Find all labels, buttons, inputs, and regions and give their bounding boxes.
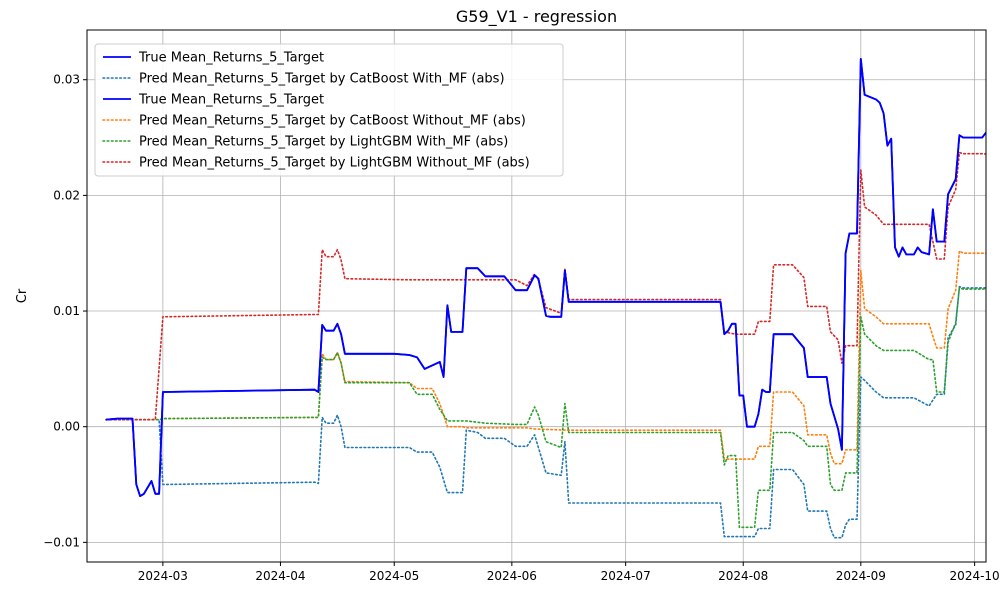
x-tick-label: 2024-08 (718, 569, 768, 583)
legend: True Mean_Returns_5_Target Pred Mean_Retu… (94, 43, 564, 177)
y-axis-label: Cr (15, 288, 30, 303)
series-lines (105, 58, 986, 539)
y-tick-label: 0.01 (53, 304, 80, 318)
x-tick-label: 2024-04 (255, 569, 305, 583)
x-tick-label: 2024-06 (487, 569, 537, 583)
x-tick-label: 2024-07 (601, 569, 651, 583)
legend-entry: Pred Mean_Returns_5_Target by LightGBM W… (139, 135, 508, 150)
series-line-1 (105, 285, 986, 539)
y-tick-label: 0.02 (53, 188, 80, 202)
legend-entry: True Mean_Returns_5_Target (138, 93, 324, 108)
legend-entry: True Mean_Returns_5_Target (138, 51, 324, 66)
series-line-4 (105, 287, 986, 529)
series-line-5 (105, 151, 986, 421)
y-tick-label: 0.03 (53, 73, 80, 87)
x-tick-label: 2024-10 (950, 569, 1000, 583)
series-line-3 (105, 250, 986, 465)
legend-entry: Pred Mean_Returns_5_Target by CatBoost W… (139, 72, 505, 87)
x-tick-label: 2024-09 (836, 569, 886, 583)
x-tick-label: 2024-03 (138, 569, 188, 583)
y-axis: −0.01 0.00 0.01 0.02 0.03 (43, 73, 87, 549)
legend-box (94, 43, 564, 177)
plot-frame (86, 29, 987, 563)
legend-entry: Pred Mean_Returns_5_Target by CatBoost W… (139, 114, 526, 129)
legend-entry: Pred Mean_Returns_5_Target by LightGBM W… (139, 156, 530, 171)
chart-title: G59_V1 - regression (456, 7, 617, 27)
x-tick-label: 2024-05 (369, 569, 419, 583)
series-line-2 (105, 58, 986, 497)
y-tick-label: −0.01 (43, 535, 80, 549)
x-axis: 2024-03 2024-04 2024-05 2024-06 2024-07 2024-… (138, 562, 1000, 583)
y-tick-label: 0.00 (53, 420, 80, 434)
